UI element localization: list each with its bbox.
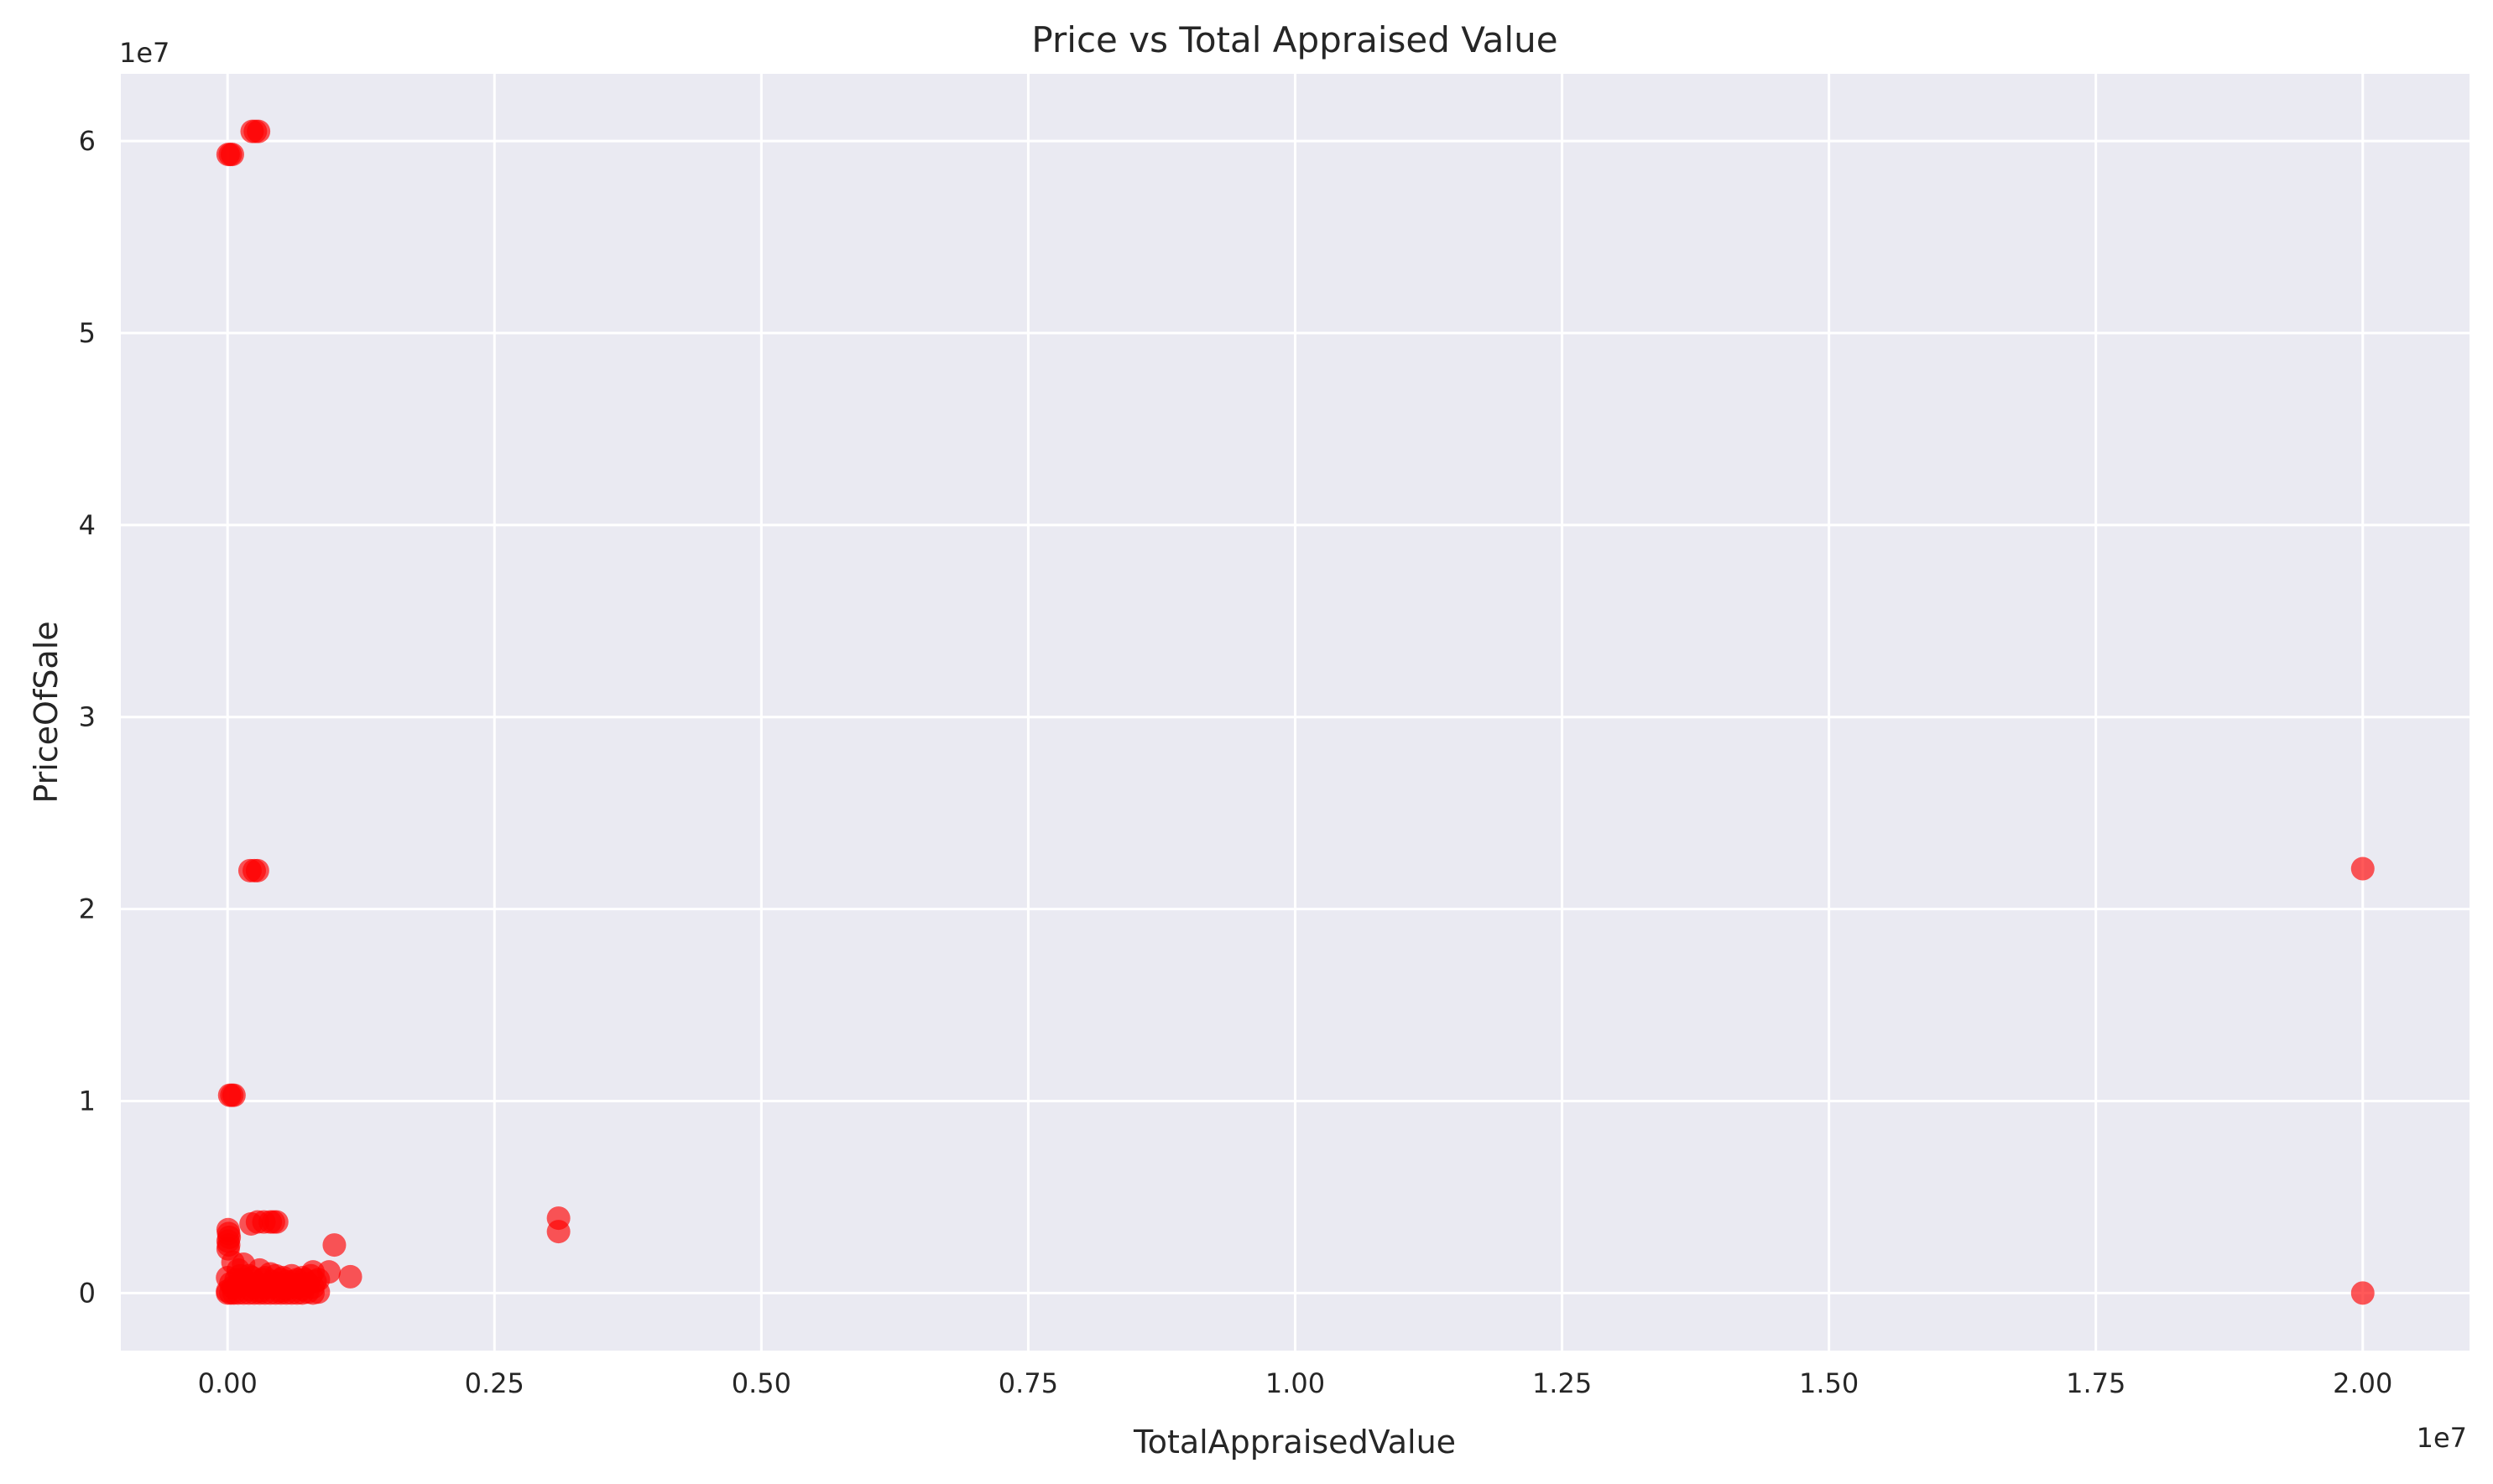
y-tick-labels: 0 1 2 3 4 5 6 [79,125,96,1309]
x-tick-label: 0.75 [999,1367,1058,1399]
data-point [322,1233,347,1257]
data-point [222,1083,246,1107]
x-tick-label: 1.00 [1265,1367,1325,1399]
y-tick-label: 0 [79,1277,96,1309]
x-axis-label: TotalAppraisedValue [1133,1424,1456,1461]
y-tick-label: 1 [79,1085,96,1117]
x-tick-label: 2.00 [2333,1367,2392,1399]
x-tick-label: 0.50 [732,1367,791,1399]
x-tick-label: 1.75 [2066,1367,2125,1399]
x-tick-label: 1.25 [1532,1367,1592,1399]
x-tick-label: 1.50 [1799,1367,1859,1399]
y-tick-label: 4 [79,509,96,541]
data-point [2350,857,2375,881]
data-point [2350,1281,2375,1305]
data-points [216,119,2375,1305]
x-offset-label: 1e7 [2417,1422,2467,1454]
data-point [220,143,244,167]
data-point [245,858,269,883]
data-point [338,1264,362,1289]
x-tick-label: 0.25 [465,1367,524,1399]
data-point [303,1269,327,1294]
data-point [247,119,271,143]
x-tick-label: 0.00 [198,1367,258,1399]
chart-title: Price vs Total Appraised Value [1031,19,1557,60]
x-tick-labels: 0.00 0.25 0.50 0.75 1.00 1.25 1.50 1.75 2.00 [198,1367,2393,1399]
data-point [264,1210,289,1234]
grid-lines [121,74,2470,1351]
y-tick-label: 3 [79,701,96,733]
y-tick-label: 5 [79,317,96,349]
y-tick-label: 2 [79,893,96,925]
y-tick-label: 6 [79,125,96,157]
y-axis-label: PriceOfSale [28,621,65,803]
y-offset-label: 1e7 [119,37,170,69]
data-point [546,1220,571,1244]
